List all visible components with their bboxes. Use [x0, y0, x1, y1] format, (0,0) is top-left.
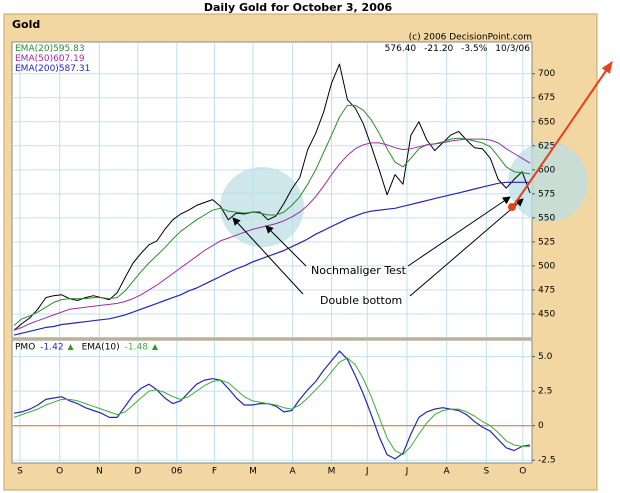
y-tick-label: 650	[538, 117, 555, 127]
y-tick-label: 700	[538, 69, 555, 79]
y-tick-label: 5.0	[538, 352, 553, 362]
legend: EMA(20)595.83EMA(50)607.19EMA(200)587.31…	[15, 44, 158, 353]
x-tick-label: J	[405, 467, 409, 477]
series-line	[13, 350, 531, 460]
x-tick-label: D	[134, 467, 141, 477]
x-tick-label: A	[444, 467, 451, 477]
x-tick-label: N	[96, 467, 103, 477]
pmo-panel	[11, 339, 533, 464]
legend-name: EMA(50)	[15, 54, 53, 64]
red-dot	[508, 203, 516, 211]
quote-change: -21.20	[424, 44, 453, 54]
x-tick-label: J	[365, 467, 369, 477]
series-line	[13, 181, 530, 336]
x-tick-label: O	[56, 467, 63, 477]
y-tick-label: 550	[538, 213, 555, 223]
series-line	[13, 104, 531, 326]
x-tick-label: A	[290, 467, 297, 477]
quote-percent: -3.5%	[461, 44, 488, 54]
plot: 450 475 500 525 550 575 600 625 650 675 700 -2.5 0 2.…	[13, 43, 556, 477]
copyright: (c) 2006 DecisionPoint.com	[409, 33, 532, 43]
y-tick-label: 675	[538, 93, 555, 103]
x-tick-label: M	[328, 467, 336, 477]
legend-name: EMA(200)	[15, 64, 59, 74]
x-tick-label: S	[483, 467, 489, 477]
symbol: Gold	[12, 18, 40, 31]
annotations: Nochmaliger Test Double bottom	[232, 61, 613, 307]
legend-value: 607.19	[53, 54, 85, 64]
legend-name: EMA(20)	[15, 44, 53, 54]
quote: 576.40 -21.20 -3.5% 10/3/06	[385, 44, 531, 54]
red-arrow	[513, 61, 613, 206]
series-line	[13, 357, 530, 456]
y-tick-label: 575	[538, 189, 555, 199]
legend-name: PMO	[15, 343, 35, 353]
annotation-arrow	[409, 198, 524, 297]
legend-value: 587.31	[59, 64, 91, 74]
annotation-arrow	[265, 225, 307, 267]
y-tick-label: 625	[538, 141, 555, 151]
y-tick-label: 600	[538, 165, 555, 175]
series-line	[13, 138, 531, 331]
x-tick-label: F	[212, 467, 217, 477]
annotation-arrow	[232, 217, 304, 295]
quote-date: 10/3/06	[495, 44, 530, 54]
y-tick-label: 475	[538, 285, 555, 295]
legend-value: -1.42	[40, 343, 63, 353]
legend-entry: EMA(20)595.83	[15, 44, 85, 54]
quote-close: 576.40	[385, 44, 417, 54]
legend-entry: EMA(200)587.31	[15, 64, 90, 74]
y-tick-label: 0	[538, 421, 544, 431]
x-tick-label: 06	[171, 467, 183, 477]
legend-name: EMA(10)	[82, 343, 120, 353]
highlight-circle	[220, 167, 304, 247]
y-tick-label: 450	[538, 309, 555, 319]
y-tick-label: 500	[538, 261, 555, 271]
y-tick-label: -2.5	[538, 456, 556, 466]
annotation: Double bottom	[320, 294, 402, 307]
legend-value: -1.48	[125, 343, 149, 353]
annotation: Nochmaliger Test	[311, 264, 407, 277]
legend-marker	[151, 344, 158, 350]
legend-value: 595.83	[53, 44, 85, 54]
x-tick-label: M	[249, 467, 257, 477]
y-tick-label: 2.5	[538, 387, 552, 397]
y-tick-label: 525	[538, 237, 555, 247]
legend-entry: EMA(50)607.19	[15, 54, 85, 64]
chart-title: Daily Gold for October 3, 2006	[204, 1, 393, 14]
x-tick-label: O	[519, 467, 526, 477]
annotation-arrow	[407, 196, 511, 267]
legend-marker	[67, 344, 74, 350]
x-tick-label: S	[17, 467, 23, 477]
